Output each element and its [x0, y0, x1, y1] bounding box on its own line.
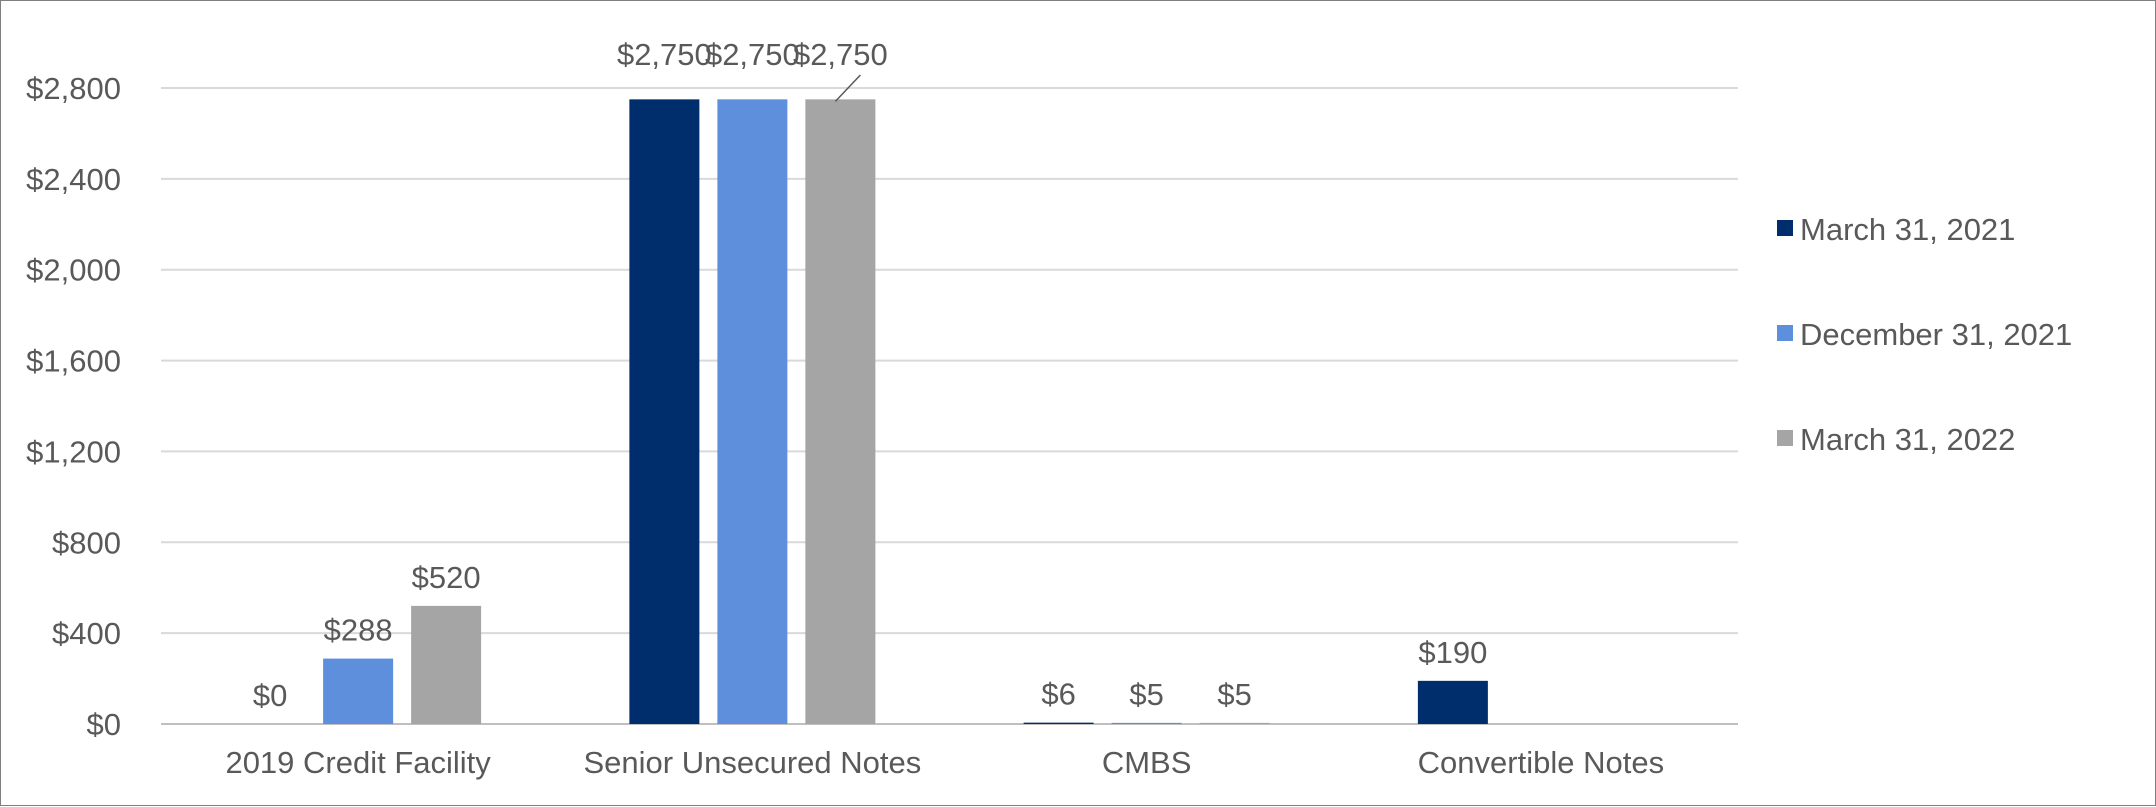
gridlines — [161, 87, 1738, 725]
legend-entry-march-31-2022: March 31, 2022 — [1800, 422, 2015, 457]
y-tick-label: $0 — [87, 707, 121, 742]
legend-swatch-march-31-2022 — [1777, 430, 1793, 446]
bar-convertible-notes-march-31-2021 — [1417, 680, 1488, 724]
bar-2019-credit-facility-march-31-2022 — [411, 605, 482, 724]
data-label-senior-unsecured-notes-december-31-2021: $2,750 — [705, 37, 800, 72]
bars — [323, 99, 1488, 725]
y-tick-label: $1,200 — [26, 434, 121, 469]
legend-entry-december-31-2021: December 31, 2021 — [1800, 317, 2072, 352]
bar-cmbs-march-31-2022 — [1199, 722, 1270, 724]
y-axis: $0 $400 $800 $1,200 $1,600 $2,000 $2,400 $2,800 — [26, 71, 121, 742]
data-label-senior-unsecured-notes-march-31-2021: $2,750 — [617, 37, 712, 72]
bar-cmbs-december-31-2021 — [1111, 722, 1182, 724]
y-tick-label: $2,800 — [26, 71, 121, 106]
bar-senior-unsecured-notes-december-31-2021 — [717, 99, 788, 725]
data-label-2019-credit-facility-march-31-2021: $0 — [253, 678, 287, 713]
bar-senior-unsecured-notes-march-31-2021 — [629, 99, 700, 725]
x-tick-label-senior-unsecured-notes: Senior Unsecured Notes — [584, 745, 922, 780]
data-label-cmbs-december-31-2021: $5 — [1129, 677, 1163, 712]
x-axis: 2019 Credit Facility Senior Unsecured Not… — [225, 745, 1664, 780]
data-label-2019-credit-facility-march-31-2022: $520 — [412, 560, 481, 595]
data-label-2019-credit-facility-december-31-2021: $288 — [324, 613, 393, 648]
legend: March 31, 2021 December 31, 2021 March 31,… — [1777, 212, 2072, 457]
x-tick-label-2019-credit-facility: 2019 Credit Facility — [225, 745, 491, 780]
bar-cmbs-march-31-2021 — [1023, 722, 1094, 724]
data-label-convertible-notes-march-31-2021: $190 — [1418, 635, 1487, 670]
bar-senior-unsecured-notes-march-31-2022 — [805, 99, 876, 725]
legend-entry-march-31-2021: March 31, 2021 — [1800, 212, 2015, 247]
x-tick-label-cmbs: CMBS — [1102, 745, 1192, 780]
y-tick-label: $2,000 — [26, 253, 121, 288]
data-labels: $0$288$520$2,750$2,750$2,750$6 $5 $5$190 — [253, 37, 1487, 713]
leader-line — [834, 74, 861, 102]
data-label-cmbs-march-31-2021: $6 — [1041, 677, 1075, 712]
y-tick-label: $2,400 — [26, 162, 121, 197]
y-tick-label: $800 — [52, 525, 121, 560]
y-tick-label: $1,600 — [26, 344, 121, 379]
y-tick-label: $400 — [52, 616, 121, 651]
data-label-cmbs-march-31-2022: $5 — [1217, 677, 1251, 712]
x-tick-label-convertible-notes: Convertible Notes — [1418, 745, 1664, 780]
legend-swatch-march-31-2021 — [1777, 220, 1793, 236]
legend-swatch-december-31-2021 — [1777, 325, 1793, 341]
data-label-senior-unsecured-notes-march-31-2022: $2,750 — [793, 37, 888, 72]
bar-2019-credit-facility-december-31-2021 — [323, 658, 394, 724]
